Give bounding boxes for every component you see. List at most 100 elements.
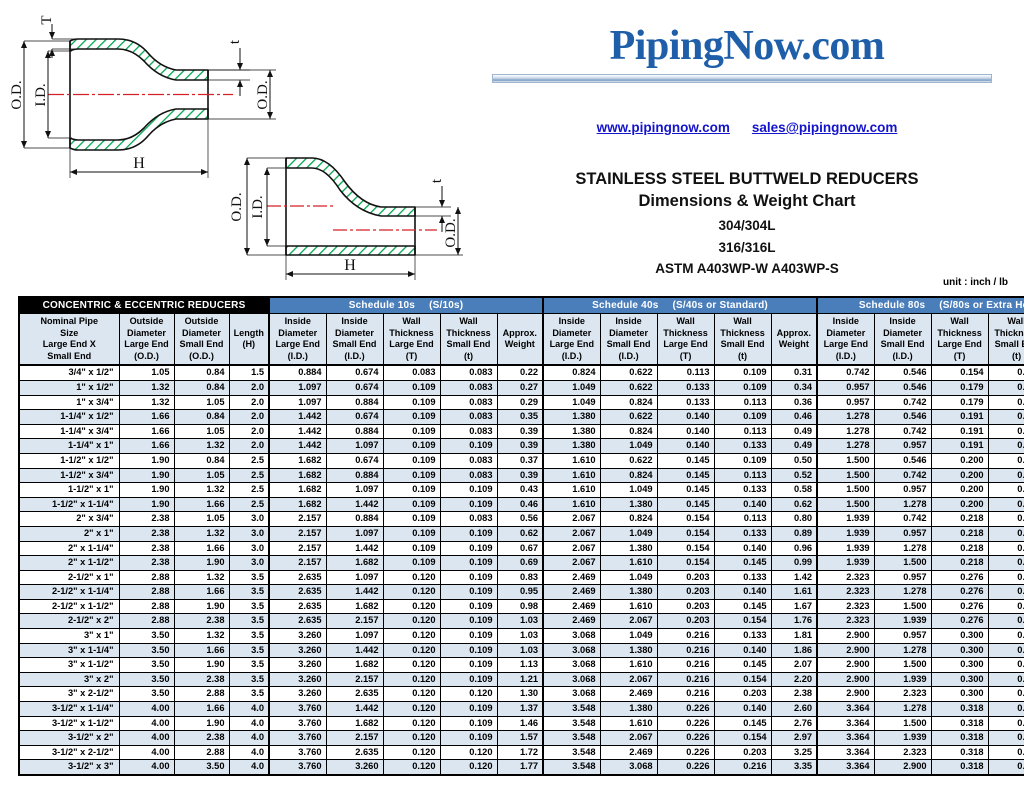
cell-value: 1.57 <box>496 730 544 746</box>
cell-value: 2.5 <box>228 467 270 484</box>
cell-value: 0.120 <box>382 584 441 600</box>
table-row: 1-1/2" x 1/2" 1.90 0.84 2.5 1.682 0.674 0.109 0… <box>18 452 1024 469</box>
cell-value: 0.120 <box>382 642 441 659</box>
column-header-15: Inside Diameter Large End (I.D.) <box>816 313 875 367</box>
column-header-3: Outside Diameter Small End (O.D.) <box>173 313 230 367</box>
column-header-13: Wall Thickness Small End (t) <box>713 313 772 367</box>
cell-value: 0.109 <box>382 467 441 484</box>
cell-value: 0.109 <box>439 584 498 600</box>
cell-value: 0.31 <box>770 364 818 381</box>
cell-value: 2.38 <box>118 540 175 557</box>
column-header-17: Wall Thickness Large End (T) <box>930 313 989 367</box>
column-header-4: Length (H) <box>228 313 270 367</box>
contact-line: www.pipingnow.com sales@pipingnow.com <box>470 120 1024 135</box>
cell-value: 0.133 <box>713 569 772 586</box>
cell-value: 1.67 <box>770 598 818 615</box>
svg-text:I.D.: I.D. <box>33 83 49 106</box>
cell-value: 0.200 <box>987 715 1024 732</box>
cell-value: 2.60 <box>770 701 818 717</box>
table-row: 1" x 1/2" 1.32 0.84 2.0 1.097 0.674 0.109 0.083… <box>18 379 1024 396</box>
cell-value: 1.05 <box>118 364 175 381</box>
cell-value: 0.140 <box>713 701 772 717</box>
cell-value: 1.610 <box>542 452 601 469</box>
cell-value: 2.20 <box>770 671 818 688</box>
cell-value: 2.067 <box>542 525 601 542</box>
cell-value: 3.260 <box>268 642 327 659</box>
cell-value: 0.109 <box>439 540 498 557</box>
cell-value: 0.83 <box>496 569 544 586</box>
cell-value: 0.276 <box>987 686 1024 703</box>
cell-nominal-size: 3-1/2" x 3" <box>18 759 120 776</box>
cell-value: 1.32 <box>173 482 230 498</box>
cell-value: 0.145 <box>713 598 772 615</box>
cell-value: 0.109 <box>382 423 441 440</box>
cell-value: 0.56 <box>496 511 544 527</box>
cell-value: 2.067 <box>542 511 601 527</box>
cell-value: 0.276 <box>930 598 989 615</box>
svg-text:H: H <box>133 155 145 172</box>
cell-value: 0.120 <box>382 613 441 630</box>
cell-value: 3.5 <box>228 569 270 586</box>
cell-value: 3.548 <box>542 730 601 746</box>
cell-value: 1.21 <box>496 671 544 688</box>
table-row: 2-1/2" x 1-1/2" 2.88 1.90 3.5 2.635 1.682 0.12… <box>18 598 1024 615</box>
cell-value: 2.900 <box>816 657 875 673</box>
cell-value: 0.203 <box>656 569 715 586</box>
cell-value: 1.278 <box>816 438 875 454</box>
website-link[interactable]: www.pipingnow.com <box>596 120 730 135</box>
cell-value: 2.88 <box>118 598 175 615</box>
cell-value: 2.900 <box>873 759 932 776</box>
cell-value: 0.62 <box>496 525 544 542</box>
cell-value: 3.50 <box>173 759 230 776</box>
cell-value: 3.0 <box>228 525 270 542</box>
cell-value: 0.140 <box>656 438 715 454</box>
cell-value: 0.109 <box>382 438 441 454</box>
cell-nominal-size: 2-1/2" x 2" <box>18 613 120 630</box>
cell-value: 0.824 <box>542 364 601 381</box>
cell-value: 2.88 <box>118 613 175 630</box>
cell-value: 3.548 <box>542 701 601 717</box>
cell-value: 1.097 <box>325 438 384 454</box>
cell-value: 0.140 <box>713 584 772 600</box>
cell-value: 0.191 <box>930 409 989 425</box>
cell-value: 1.90 <box>173 555 230 571</box>
cell-value: 0.35 <box>496 409 544 425</box>
cell-value: 0.113 <box>713 423 772 440</box>
cell-value: 0.203 <box>656 613 715 630</box>
cell-value: 3.068 <box>542 671 601 688</box>
cell-value: 0.46 <box>496 496 544 513</box>
cell-value: 1.442 <box>268 438 327 454</box>
cell-value: 2.469 <box>542 569 601 586</box>
cell-value: 0.154 <box>656 540 715 557</box>
header-area: O.D. I.D. T t <box>0 0 1024 292</box>
cell-value: 1.05 <box>173 423 230 440</box>
email-link[interactable]: sales@pipingnow.com <box>751 120 898 135</box>
cell-value: 0.113 <box>713 511 772 527</box>
doc-grade-316: 316/316L <box>718 240 776 255</box>
column-header-6: Inside Diameter Small End (I.D.) <box>325 313 384 367</box>
cell-value: 0.96 <box>770 540 818 557</box>
cell-value: 1.90 <box>118 467 175 484</box>
cell-value: 0.300 <box>930 642 989 659</box>
cell-value: 2.157 <box>268 555 327 571</box>
cell-value: 0.154 <box>987 511 1024 527</box>
cell-value: 0.46 <box>770 409 818 425</box>
cell-value: 3.364 <box>816 744 875 761</box>
table-row: 3" x 1-1/2" 3.50 1.90 3.5 3.260 1.682 0.120 0.1… <box>18 657 1024 673</box>
doc-title-sub: Dimensions & Weight Chart <box>638 192 856 210</box>
cell-value: 0.27 <box>496 379 544 396</box>
cell-value: 2.0 <box>228 423 270 440</box>
cell-value: 0.140 <box>656 409 715 425</box>
cell-value: 1.61 <box>770 584 818 600</box>
doc-title-main: STAINLESS STEEL BUTTWELD REDUCERS <box>575 170 919 188</box>
cell-value: 0.200 <box>930 452 989 469</box>
cell-value: 0.109 <box>439 701 498 717</box>
cell-value: 0.276 <box>930 584 989 600</box>
cell-value: 1.380 <box>599 642 658 659</box>
cell-value: 0.120 <box>382 686 441 703</box>
cell-value: 2.97 <box>770 730 818 746</box>
cell-value: 0.133 <box>656 394 715 411</box>
cell-value: 1.278 <box>873 584 932 600</box>
cell-value: 0.884 <box>325 467 384 484</box>
cell-value: 2.469 <box>599 686 658 703</box>
